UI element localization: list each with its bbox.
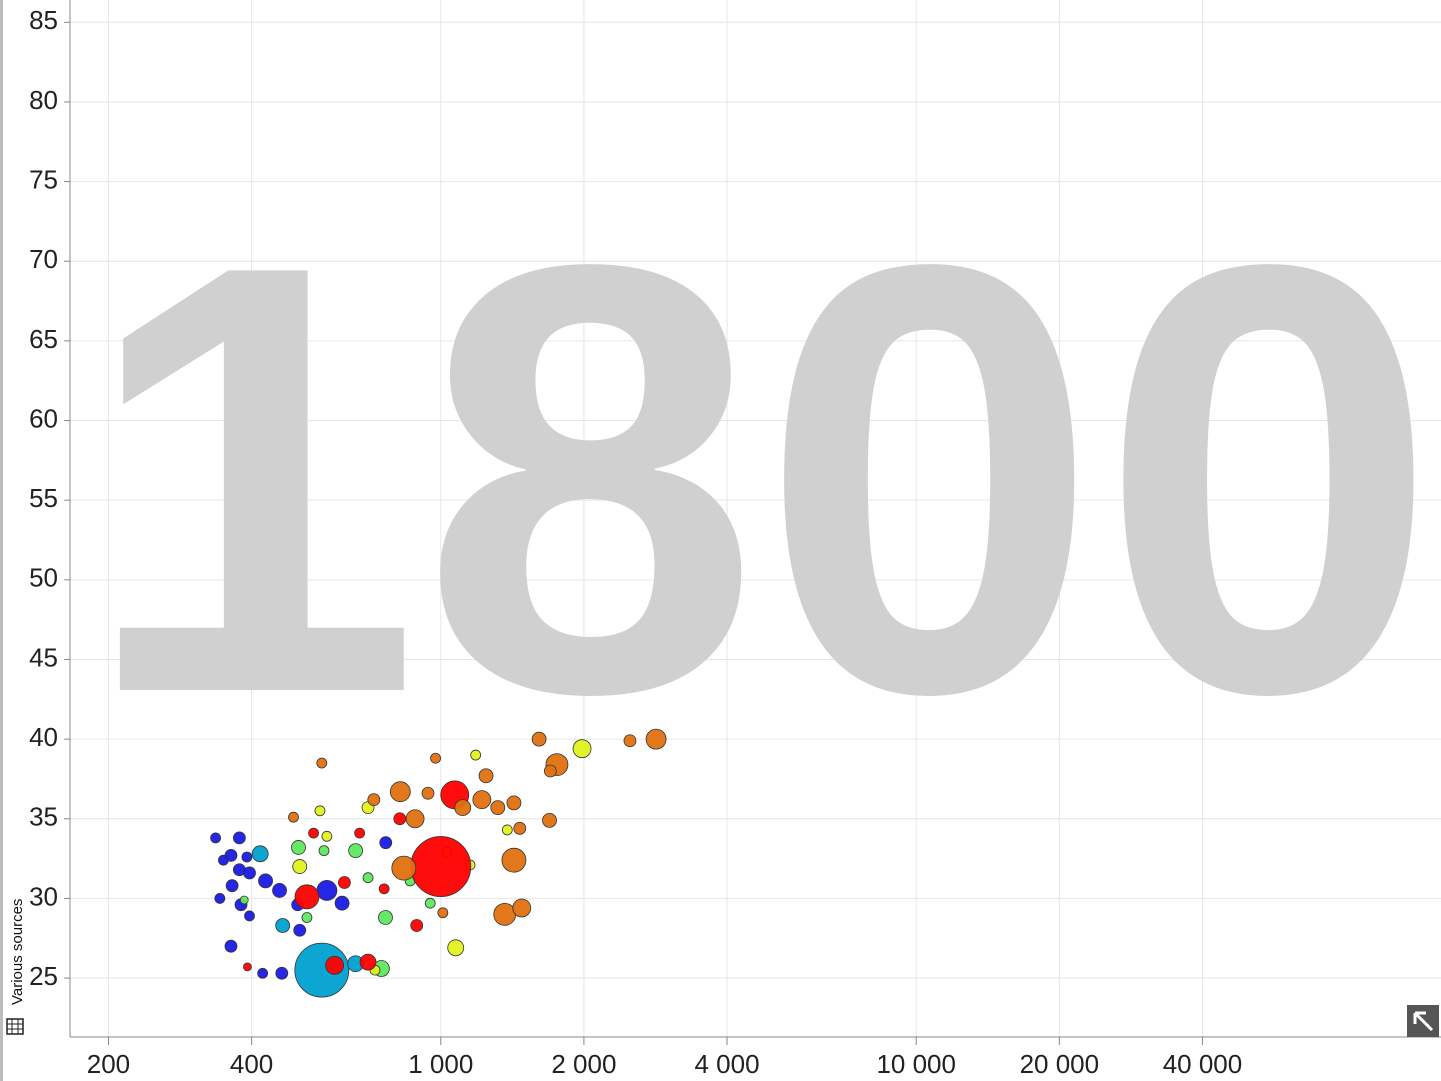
y-tick-label: 80 [29,85,58,115]
bubble [501,824,513,836]
y-tick-label: 65 [29,324,58,354]
bubble [243,866,256,880]
bubble [424,897,436,909]
bubble [501,847,527,873]
bubble [293,923,307,937]
y-tick-label: 70 [29,244,58,274]
bubble [490,800,506,816]
y-tick-label: 45 [29,642,58,672]
bubbles [210,728,667,998]
bubble [470,749,482,761]
bubble [430,752,441,764]
grid [70,0,1441,1037]
expand-button[interactable] [1407,1005,1439,1037]
bubble [389,781,411,803]
y-tick-label: 25 [29,961,58,991]
bubble [251,845,269,863]
bubble [243,962,252,972]
bubble [367,793,381,807]
bubble [623,734,637,748]
bubble [410,919,424,932]
y-tick-label: 30 [29,881,58,911]
y-tick-label: 85 [29,5,58,35]
bubble [244,910,255,922]
year-label: 1800 [81,139,1438,820]
left-border [0,0,3,1081]
bubble [572,739,592,759]
bubble [405,809,425,829]
bubble [472,790,492,810]
x-tick-label: 400 [230,1049,273,1079]
bubble [232,831,246,845]
bubble [410,836,472,897]
bubble [288,811,299,823]
x-tick-label: 20 000 [1020,1049,1100,1079]
x-tick-label: 1 000 [408,1049,473,1079]
bubble [308,827,319,839]
bubble [542,812,557,828]
bubble [301,912,313,923]
bubble [275,966,289,980]
bubble [379,836,393,850]
y-tick-label: 35 [29,802,58,832]
bubble [316,757,328,769]
y-tick-label: 50 [29,563,58,593]
x-tick-label: 4 000 [694,1049,759,1079]
bubble [294,884,320,910]
y-tick-label: 60 [29,403,58,433]
x-tick-label: 200 [87,1049,130,1079]
y-tick-label: 40 [29,722,58,752]
bubble [359,953,377,971]
bubble [225,879,239,893]
bubble [218,854,229,866]
bubble [214,893,226,904]
bubble [334,895,350,911]
x-tick-label: 10 000 [876,1049,956,1079]
bubble [531,731,547,747]
bubble [421,786,435,800]
x-tick-label: 40 000 [1163,1049,1243,1079]
bubble [258,873,273,889]
bubble [512,898,532,918]
bubble [224,939,238,953]
bubble [325,955,345,975]
bubble [321,830,333,842]
bubble [478,768,494,784]
bubble [543,764,557,778]
bubble [393,812,407,826]
bubble [210,832,221,844]
bubble [447,939,465,957]
bubble [354,827,366,839]
bubble [348,843,364,859]
y-tick-label: 55 [29,483,58,513]
bubble [316,880,338,901]
bubble [257,967,269,979]
bubble [437,907,449,919]
bubble [318,845,330,857]
bubble [362,872,374,884]
source-label: Various sources [9,899,26,1005]
table-icon[interactable] [6,1018,24,1035]
bubble [454,799,472,817]
bubble [378,883,390,895]
y-tick-label: 75 [29,164,58,194]
x-tick-label: 2 000 [551,1049,616,1079]
bubble [275,918,291,933]
bubble [378,910,393,925]
bubble [645,728,667,750]
bubble [272,883,287,898]
bubble [506,795,522,811]
bubble [314,805,326,817]
bubble [513,821,527,835]
bubble [292,859,308,874]
bubble [337,876,351,889]
bubble [241,851,253,863]
bubble [391,855,417,881]
bubble [291,840,306,855]
bubble [239,895,249,905]
